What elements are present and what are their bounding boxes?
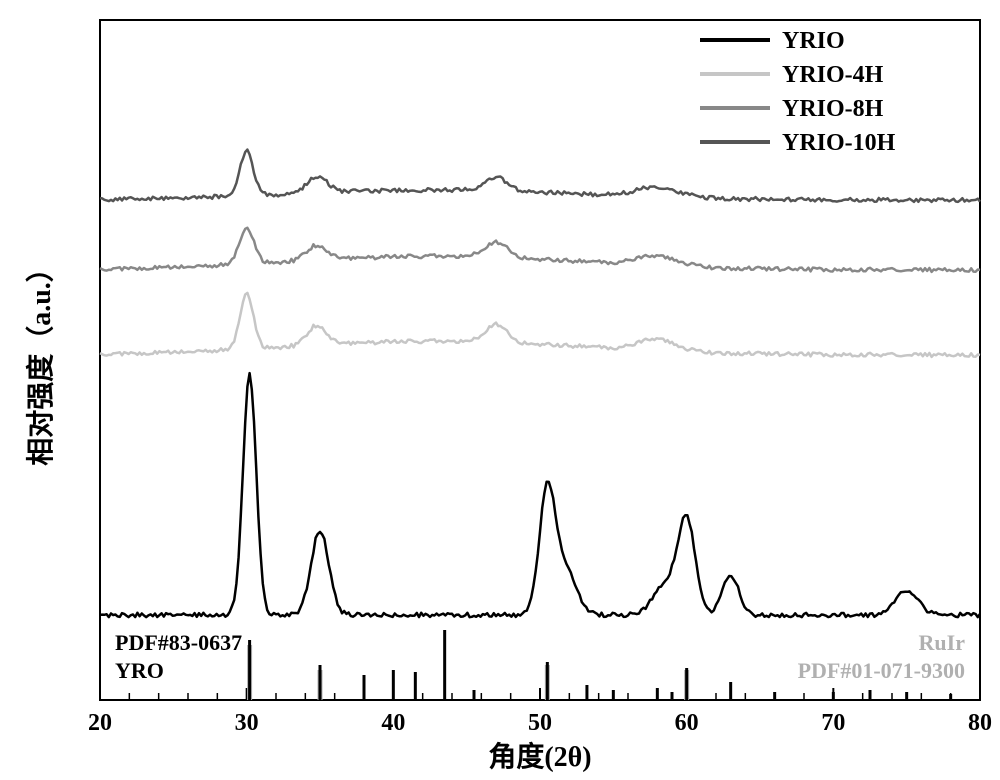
svg-text:相对强度（a.u.）: 相对强度（a.u.） — [24, 254, 57, 466]
series-YRIO-4H — [100, 293, 980, 357]
svg-text:角度(2θ): 角度(2θ) — [488, 740, 591, 773]
svg-text:50: 50 — [528, 710, 552, 736]
chart-svg: 20 30 40 50 60 70 80 角度(2θ) 相对强度（a.u.） PDF#83-063… — [0, 0, 1000, 780]
svg-text:PDF#01-071-9300: PDF#01-071-9300 — [798, 658, 965, 683]
svg-text:20: 20 — [88, 710, 112, 736]
svg-text:30: 30 — [235, 710, 259, 736]
svg-text:PDF#83-0637: PDF#83-0637 — [115, 630, 242, 655]
legend-label-YRIO-8H: YRIO-8H — [782, 96, 884, 122]
series-YRIO-8H — [100, 228, 980, 272]
series-YRIO — [100, 373, 980, 617]
svg-text:60: 60 — [675, 710, 699, 736]
svg-text:YRO: YRO — [115, 658, 164, 683]
xrd-chart: 20 30 40 50 60 70 80 角度(2θ) 相对强度（a.u.） PDF#83-063… — [0, 0, 1000, 780]
svg-text:RuIr: RuIr — [919, 630, 966, 655]
svg-text:70: 70 — [821, 710, 845, 736]
legend-label-YRIO-4H: YRIO-4H — [782, 62, 884, 88]
legend-label-YRIO: YRIO — [782, 28, 845, 54]
svg-text:40: 40 — [381, 710, 405, 736]
svg-text:80: 80 — [968, 710, 992, 736]
legend-label-YRIO-10H: YRIO-10H — [782, 130, 896, 156]
series-YRIO-10H — [100, 150, 980, 202]
